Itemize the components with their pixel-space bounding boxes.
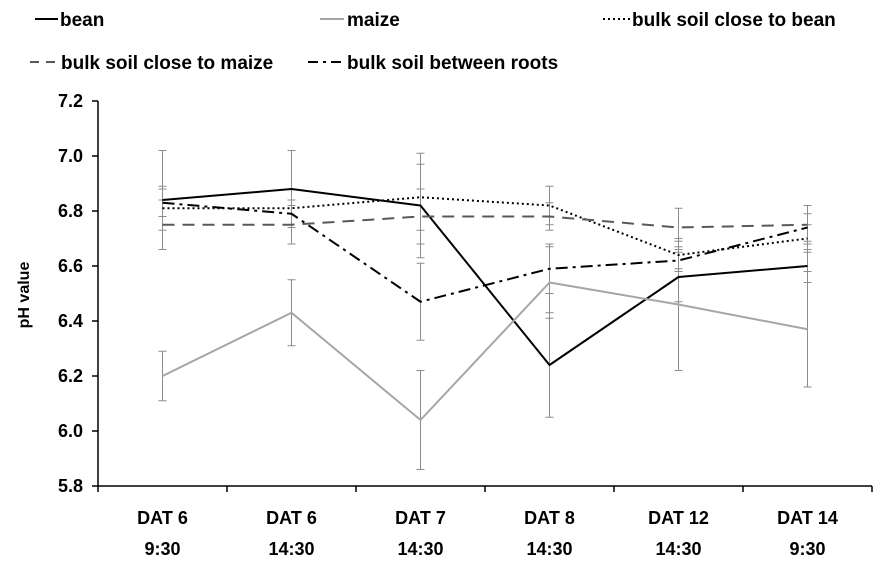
x-tick-label-line1: DAT 14 — [777, 508, 838, 528]
x-tick-label-line1: DAT 8 — [524, 508, 575, 528]
y-axis-title: pH value — [16, 262, 33, 329]
x-tick-label-line2: 14:30 — [268, 539, 314, 559]
legend-label-bulk-soil-close-to-maize: bulk soil close to maize — [61, 53, 273, 74]
x-tick-label-line1: DAT 7 — [395, 508, 446, 528]
y-tick-label: 7.2 — [58, 91, 83, 111]
y-tick-label: 6.8 — [58, 201, 83, 221]
error-bars — [158, 150, 812, 470]
y-ticks: 7.2 7.0 6.8 6.6 6.4 6.2 6.0 5.8 — [58, 91, 98, 496]
legend-item-bulk-soil-between-roots: bulk soil between roots — [308, 53, 558, 74]
legend: bean maize bulk soil close to bean bulk … — [30, 10, 836, 74]
x-tick-label-line2: 14:30 — [397, 539, 443, 559]
y-tick-label: 6.4 — [58, 311, 83, 331]
x-tick-label-line2: 14:30 — [655, 539, 701, 559]
series-lines — [162, 188, 808, 421]
series-line-maize — [162, 281, 808, 421]
legend-item-maize: maize — [320, 10, 400, 31]
x-tick-label-line1: DAT 6 — [137, 508, 188, 528]
legend-label-maize: maize — [347, 10, 400, 31]
legend-item-bean: bean — [35, 10, 104, 31]
x-tick-label-line2: 14:30 — [526, 539, 572, 559]
y-tick-label: 6.0 — [58, 421, 83, 441]
series-line-bulk-soil-between-roots — [162, 201, 808, 303]
series-line-bulk-soil-close-to-maize — [162, 215, 808, 229]
y-tick-label: 6.2 — [58, 366, 83, 386]
y-tick-label: 7.0 — [58, 146, 83, 166]
x-tick-label-line1: DAT 12 — [648, 508, 709, 528]
x-tick-label-line2: 9:30 — [789, 539, 825, 559]
legend-item-bulk-soil-close-to-bean: bulk soil close to bean — [603, 10, 836, 31]
y-tick-label: 5.8 — [58, 476, 83, 496]
x-tick-label-line2: 9:30 — [144, 539, 180, 559]
series-line-bean — [162, 188, 808, 366]
legend-label-bulk-soil-close-to-bean: bulk soil close to bean — [632, 10, 836, 31]
x-tick-label-line1: DAT 6 — [266, 508, 317, 528]
y-tick-label: 6.6 — [58, 256, 83, 276]
x-ticks: DAT 6 9:30 DAT 6 14:30 DAT 7 14:30 DAT 8 14:30 D… — [97, 486, 873, 559]
legend-label-bean: bean — [60, 10, 104, 31]
legend-label-bulk-soil-between-roots: bulk soil between roots — [347, 53, 558, 74]
legend-item-bulk-soil-close-to-maize: bulk soil close to maize — [30, 53, 273, 74]
